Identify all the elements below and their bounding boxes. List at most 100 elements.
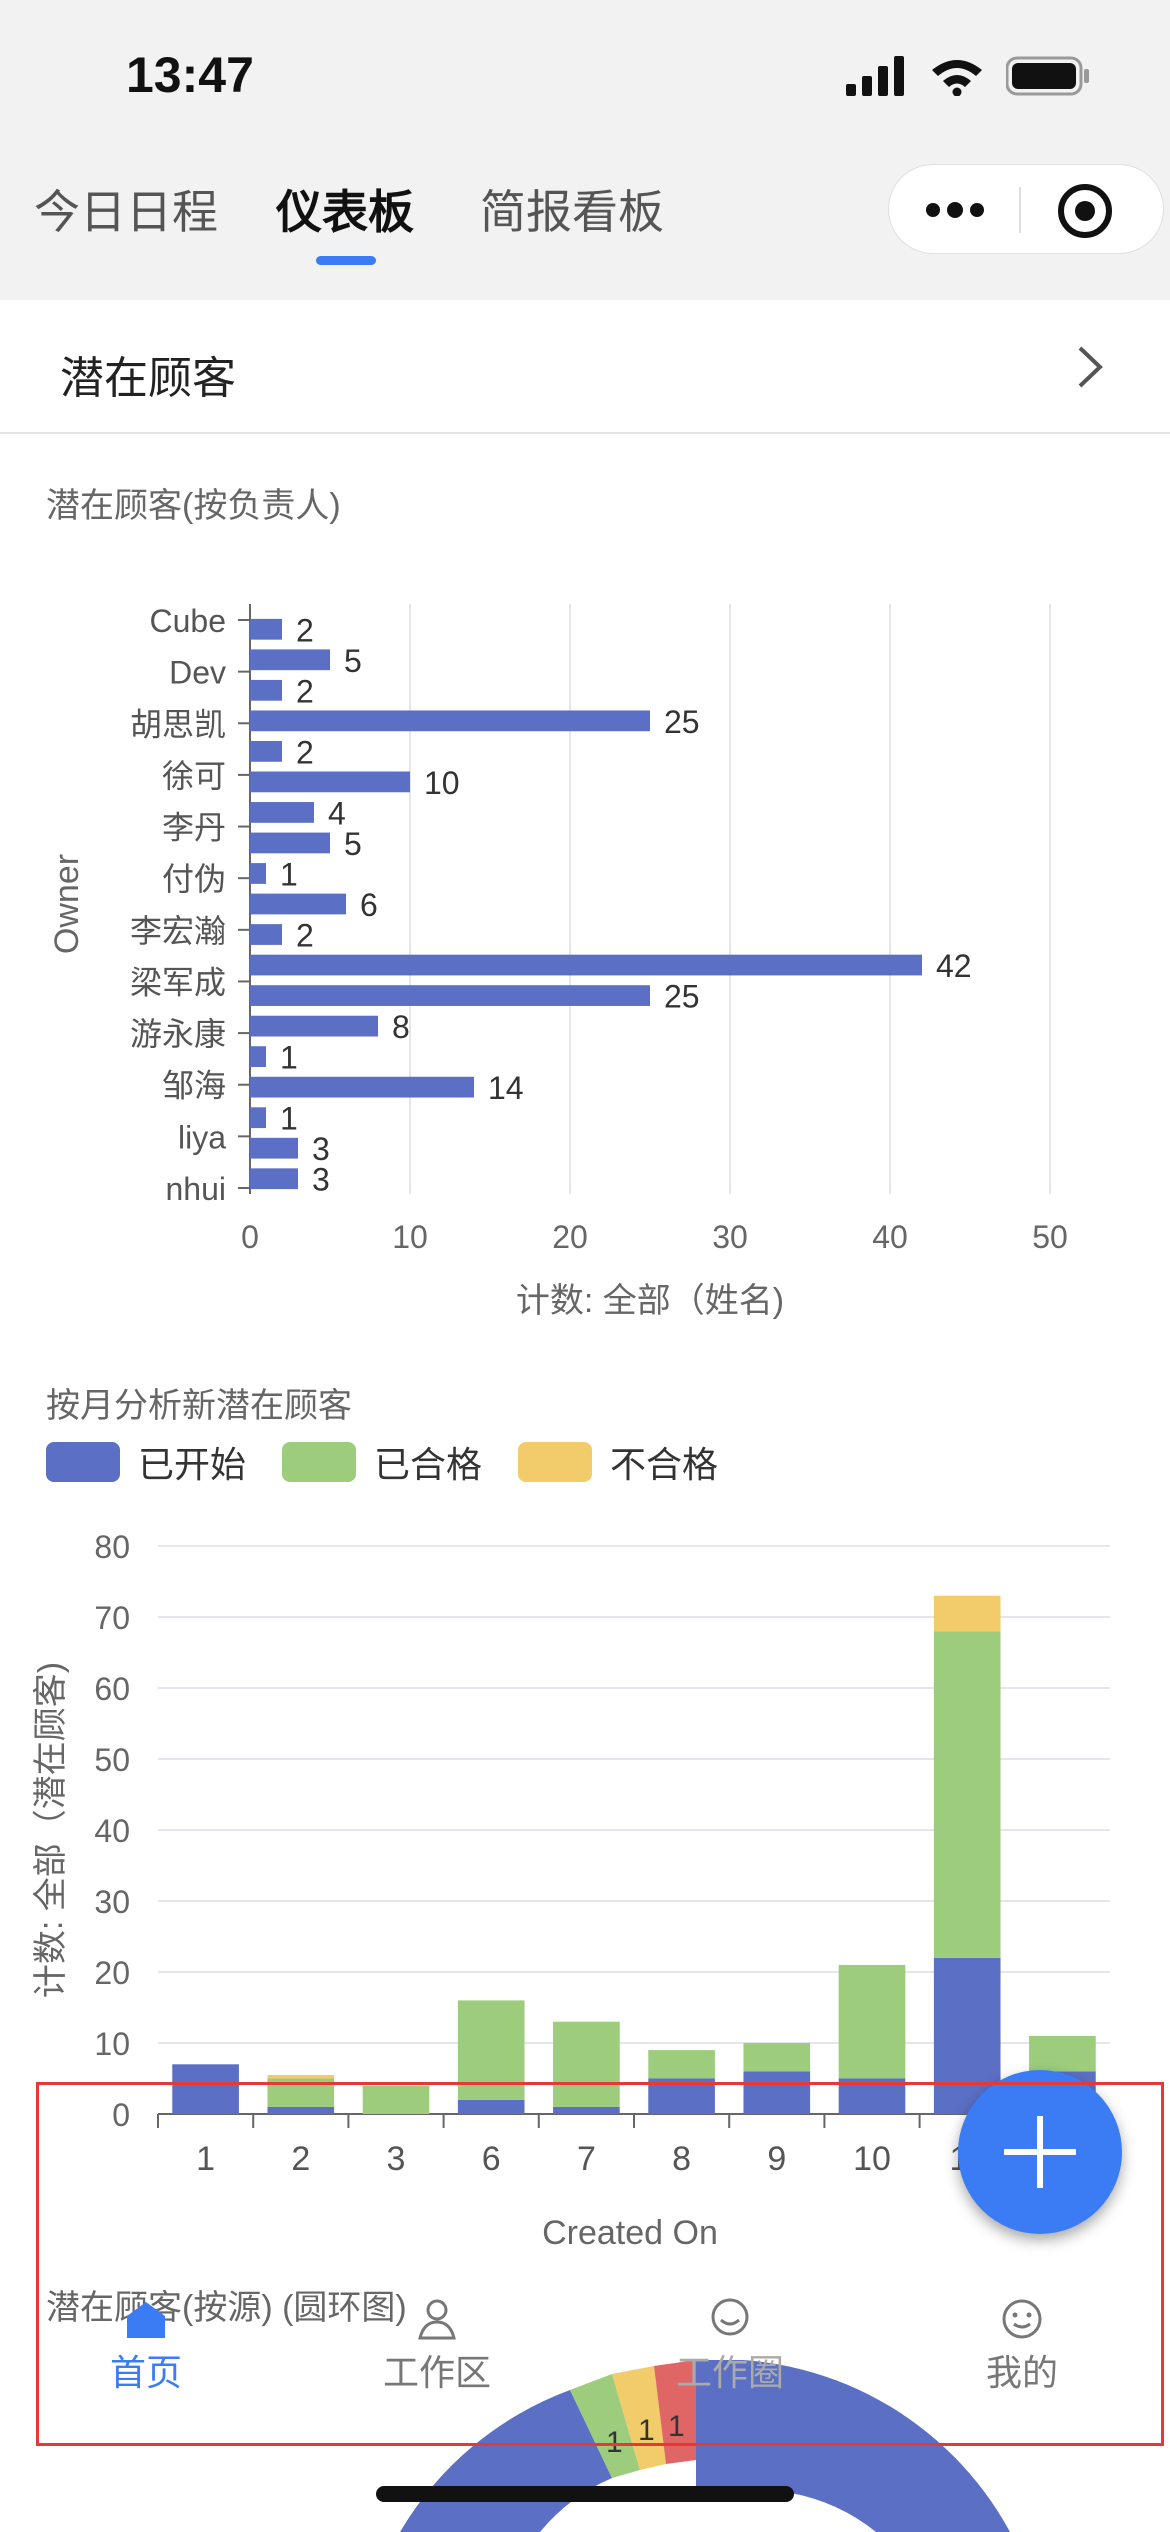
y-tick-label: 40 — [94, 1813, 130, 1849]
owner-bar-value-label: 10 — [424, 765, 460, 801]
owner-bar-value-label: 2 — [296, 734, 314, 770]
y-tick-label: 70 — [94, 1600, 130, 1636]
y-tick-label: 0 — [112, 2097, 130, 2133]
y-tick-label: 10 — [94, 2026, 130, 2062]
more-icon[interactable] — [925, 197, 985, 223]
stacked-bar-segment — [838, 2078, 906, 2114]
y-tick-label: 80 — [94, 1529, 130, 1565]
x-tick-label: 10 — [392, 1219, 428, 1255]
close-target-icon[interactable] — [1057, 183, 1113, 239]
chevron-right-icon — [1078, 346, 1103, 388]
legend-item-started[interactable]: 已开始 — [46, 1436, 246, 1488]
donut-label-1: 1 — [606, 2426, 623, 2459]
stacked-bar-segment — [267, 2106, 335, 2114]
owner-bar-chart: 0 10 20 30 40 50252252104516242258114133CubeD… — [48, 603, 1068, 1320]
stacked-bar-segment — [648, 2078, 715, 2114]
owner-bar-value-label: 3 — [312, 1131, 330, 1167]
donut-label-2: 1 — [638, 2414, 655, 2447]
chat-bubble-icon — [711, 2298, 749, 2336]
x-tick-label: 6 — [482, 2140, 501, 2178]
legend-swatch-qualified — [282, 1442, 357, 1482]
y-tick-label: 20 — [94, 1955, 130, 1991]
owner-bar — [250, 679, 282, 701]
y-tick-label: 60 — [94, 1671, 130, 1707]
y-tick-label: 50 — [94, 1742, 130, 1778]
stacked-bar-segment — [362, 2085, 430, 2114]
stacked-bar-segment — [1029, 2035, 1096, 2072]
y-tick-label: 李丹 — [162, 810, 226, 846]
legend-item-qualified[interactable]: 已合格 — [282, 1436, 482, 1488]
nav-item-me[interactable]: 我的 — [922, 2298, 1122, 2396]
monthly-stacked-bar-chart: 010203040506070801236789101112Created On… — [32, 1529, 1111, 2252]
owner-bar — [250, 863, 266, 884]
nav-label-me: 我的 — [985, 2352, 1058, 2393]
y-axis-title: Owner — [48, 854, 86, 954]
nav-item-workspace[interactable]: 工作区 — [337, 2298, 537, 2396]
wifi-icon — [932, 60, 982, 96]
owner-bar-value-label: 14 — [488, 1070, 524, 1106]
tab-briefing-board[interactable]: 简报看板 — [480, 186, 664, 238]
y-tick-label: Cube — [150, 603, 227, 639]
home-indicator — [376, 2486, 794, 2502]
owner-bar — [250, 1137, 298, 1159]
owner-bar-value-label: 6 — [360, 887, 378, 923]
owner-bar-value-label: 4 — [328, 795, 346, 831]
capsule-divider — [1019, 187, 1021, 233]
donut-slice-green — [570, 2374, 640, 2478]
owner-bar — [250, 618, 282, 640]
y-axis-title: 计数: 全部（潜在顾客) — [32, 1662, 70, 1998]
signal-icon — [846, 56, 904, 96]
legend-item-disqualified[interactable]: 不合格 — [518, 1436, 718, 1488]
x-tick-label: 1 — [196, 2140, 215, 2178]
owner-bar — [250, 1015, 378, 1037]
stacked-bar-segment — [933, 1631, 1001, 1958]
y-tick-label: Dev — [169, 655, 226, 691]
smiley-icon — [1002, 2299, 1042, 2339]
x-tick-label: 0 — [241, 1219, 259, 1255]
owner-bar-value-label: 25 — [664, 704, 700, 740]
nav-item-work-circle[interactable]: 工作圈 — [630, 2298, 830, 2396]
top-tab-bar: 今日日程 仪表板 简报看板 — [0, 140, 1170, 272]
leads-header-card[interactable]: 潜在顾客 — [0, 300, 1170, 434]
x-axis-title: Created On — [542, 2214, 718, 2252]
legend-swatch-started — [46, 1442, 120, 1482]
tab-today-schedule[interactable]: 今日日程 — [34, 186, 218, 238]
stacked-bar-segment — [553, 2106, 620, 2114]
owner-bar — [250, 1076, 474, 1098]
page-title: 潜在顾客 — [60, 354, 236, 403]
owner-bar-value-label: 2 — [296, 612, 314, 648]
legend-label-disqualified: 不合格 — [610, 1444, 719, 1485]
owner-bar — [250, 710, 650, 732]
owner-bar — [250, 649, 330, 671]
owner-bar — [250, 740, 282, 762]
owner-bar — [250, 893, 346, 915]
mini-program-capsule — [888, 164, 1164, 254]
owner-bar — [250, 924, 282, 945]
x-tick-label: 20 — [552, 1219, 588, 1255]
owner-bar — [250, 1107, 266, 1129]
legend-label-started: 已开始 — [138, 1444, 247, 1485]
x-tick-label: 7 — [577, 2140, 596, 2178]
x-tick-label: 10 — [853, 2140, 891, 2178]
nav-item-home[interactable]: 首页 — [46, 2298, 246, 2396]
owner-bar-value-label: 5 — [344, 826, 362, 862]
add-fab-button[interactable] — [958, 2070, 1122, 2234]
stacked-bar-segment — [267, 2074, 335, 2079]
x-axis-title: 计数: 全部（姓名) — [516, 1282, 784, 1320]
x-tick-label: 2 — [291, 2140, 310, 2178]
y-tick-label: 胡思凯 — [130, 706, 226, 742]
owner-bar-value-label: 25 — [664, 979, 700, 1015]
owner-bar-value-label: 42 — [936, 948, 972, 984]
status-bar: 13:47 — [0, 0, 1170, 140]
stacked-bar-segment — [838, 1964, 906, 2079]
owner-bar — [250, 802, 314, 823]
owner-bar — [250, 1168, 298, 1190]
stacked-bar-segment — [172, 2064, 239, 2114]
chart-title-owner: 潜在顾客(按负责人) — [46, 487, 341, 525]
x-tick-label: 3 — [387, 2140, 406, 2178]
tab-dashboard[interactable]: 仪表板 — [276, 186, 414, 238]
y-tick-label: 付伪 — [162, 861, 226, 897]
stacked-bar-segment — [648, 2050, 715, 2079]
y-tick-label: 游永康 — [130, 1016, 226, 1052]
plus-icon — [1004, 2116, 1076, 2188]
